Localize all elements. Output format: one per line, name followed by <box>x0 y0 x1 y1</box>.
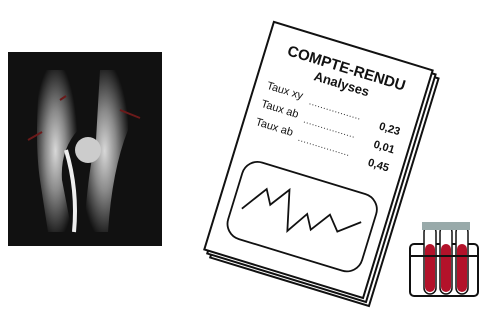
mri-image <box>8 52 162 246</box>
illustration: COMPTE-RENDU Analyses Taux xy0,23Taux ab… <box>0 0 484 314</box>
test-tubes <box>410 222 478 296</box>
